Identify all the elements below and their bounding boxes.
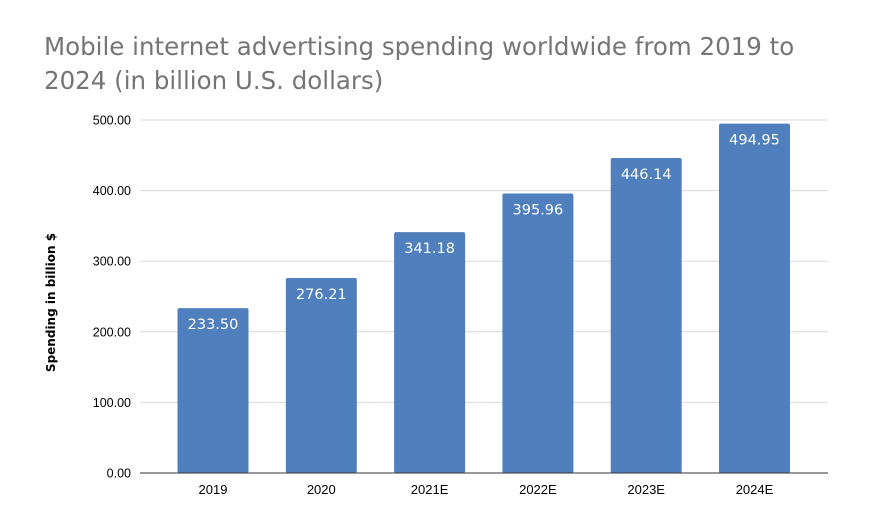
data-label: 233.50 xyxy=(188,317,239,333)
bar-2019 xyxy=(177,308,249,473)
y-tick-label: 400.00 xyxy=(93,184,131,198)
x-tick-label: 2024E xyxy=(736,482,774,497)
y-tick-label: 300.00 xyxy=(93,255,131,269)
gridlines xyxy=(140,119,828,403)
y-tick-label: 200.00 xyxy=(93,325,131,339)
x-tick-label: 2020 xyxy=(307,482,336,497)
x-tick-label: 2019 xyxy=(199,482,228,497)
y-tick-label: 0.00 xyxy=(107,467,131,481)
y-axis-label: Spending in billion $ xyxy=(44,233,58,372)
bar-2022e xyxy=(502,193,574,473)
data-label: 341.18 xyxy=(404,241,455,257)
bar-2024e xyxy=(719,123,790,473)
bar-2023e xyxy=(610,158,682,474)
x-tick-label: 2023E xyxy=(627,482,665,497)
y-tick-label: 500.00 xyxy=(93,114,131,128)
bar-2021e xyxy=(394,232,466,473)
bar-2020 xyxy=(285,277,357,473)
bars: 233.50 276.21 341.18 395.96 446.14 494.95 xyxy=(177,123,790,474)
data-label: 276.21 xyxy=(296,287,347,303)
data-label: 494.95 xyxy=(729,133,780,149)
x-axis-ticks: 2019 2020 2021E 2022E 2023E 2024E xyxy=(199,482,774,497)
y-tick-label: 100.00 xyxy=(93,396,131,410)
y-axis-ticks: 0.00 100.00 200.00 300.00 400.00 500.00 xyxy=(93,114,131,481)
chart-title: Mobile internet advertising spending wor… xyxy=(44,32,795,95)
x-tick-label: 2022E xyxy=(519,482,557,497)
x-tick-label: 2021E xyxy=(411,482,449,497)
data-label: 446.14 xyxy=(621,167,672,183)
data-label: 395.96 xyxy=(513,202,564,218)
